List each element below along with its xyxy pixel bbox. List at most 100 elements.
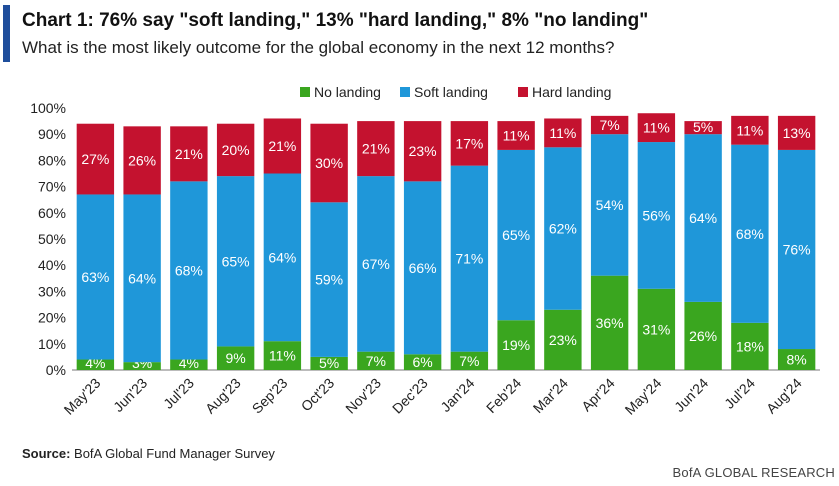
data-label: 11% <box>549 125 576 141</box>
data-label: 59% <box>315 272 343 288</box>
data-label: 11% <box>269 348 296 364</box>
bar-segment <box>357 351 395 370</box>
x-tick-label: Dec'23 <box>389 375 431 417</box>
legend-swatch <box>400 87 410 97</box>
data-label: 23% <box>549 332 577 348</box>
data-label: 65% <box>502 227 530 243</box>
bar-segment <box>637 113 676 143</box>
data-label: 68% <box>175 262 203 278</box>
bar-segment <box>76 194 115 360</box>
x-tick-label: Feb'24 <box>483 375 524 416</box>
title-accent-bar <box>3 5 10 62</box>
data-label: 7% <box>459 353 479 369</box>
bar-segment <box>263 341 302 370</box>
source-text: BofA Global Fund Manager Survey <box>74 446 275 461</box>
bar-segment <box>637 142 676 289</box>
bar-segment <box>310 356 348 370</box>
data-label: 30% <box>315 155 343 171</box>
x-tick-label: Apr'24 <box>578 375 618 415</box>
bar-segment <box>731 115 769 145</box>
legend-label: Hard landing <box>532 84 611 100</box>
data-label: 68% <box>736 226 764 242</box>
data-label: 54% <box>596 197 624 213</box>
data-label: 7% <box>366 353 386 369</box>
bar-segment <box>684 134 722 302</box>
bar-segment <box>777 349 816 370</box>
data-label: 64% <box>689 210 717 226</box>
bar-segment <box>497 149 535 321</box>
data-label: 5% <box>693 119 713 135</box>
x-tick-label: Aug'23 <box>202 375 244 417</box>
bar-segment <box>590 134 629 276</box>
y-tick-label: 30% <box>38 283 66 299</box>
data-label: 71% <box>455 251 483 267</box>
x-tick-label: May'23 <box>61 375 104 418</box>
data-label: 21% <box>362 141 390 157</box>
bar-segment <box>450 351 489 370</box>
bar-segment <box>497 320 535 370</box>
bar-segment <box>216 346 255 370</box>
bar-segment <box>684 301 722 370</box>
x-tick-label: Jul'24 <box>721 375 758 412</box>
bar-segment <box>590 115 629 135</box>
data-label: 17% <box>455 135 483 151</box>
data-label: 23% <box>409 143 437 159</box>
bar-segment <box>403 181 442 355</box>
data-label: 11% <box>736 122 763 138</box>
data-label: 65% <box>222 253 250 269</box>
x-tick-label: Oct'23 <box>298 375 338 415</box>
bar-segment <box>310 123 348 203</box>
data-label: 11% <box>503 128 530 144</box>
data-label: 64% <box>268 249 296 265</box>
data-label: 27% <box>81 151 109 167</box>
data-label: 66% <box>409 260 437 276</box>
x-tick-label: Nov'23 <box>342 375 384 417</box>
x-tick-label: Jan'24 <box>437 375 477 415</box>
brand-label: BofA GLOBAL RESEARCH <box>672 465 835 480</box>
legend-swatch <box>300 87 310 97</box>
bar-segment <box>497 121 535 150</box>
data-label: 5% <box>319 355 339 371</box>
bar-segment <box>544 118 582 148</box>
bar-segment <box>357 121 395 177</box>
x-tick-label: Aug'24 <box>763 375 805 417</box>
data-label: 7% <box>600 117 620 133</box>
bar-segment <box>637 288 676 370</box>
y-tick-label: 90% <box>38 126 66 142</box>
y-tick-label: 10% <box>38 336 66 352</box>
x-tick-label: May'24 <box>622 375 665 418</box>
y-tick-label: 0% <box>46 362 66 378</box>
data-label: 18% <box>736 338 764 354</box>
data-label: 63% <box>81 269 109 285</box>
bar-segment <box>450 165 489 352</box>
data-label: 9% <box>226 350 246 366</box>
x-tick-label: Jun'24 <box>671 375 711 415</box>
y-tick-label: 60% <box>38 205 66 221</box>
legend-label: Soft landing <box>414 84 488 100</box>
x-tick-label: Jul'23 <box>160 375 197 412</box>
legend-swatch <box>518 87 528 97</box>
x-tick-label: Mar'24 <box>530 375 571 416</box>
bar-segment <box>450 121 489 166</box>
y-tick-label: 50% <box>38 231 66 247</box>
bar-segment <box>263 173 302 342</box>
data-label: 31% <box>642 321 670 337</box>
bar-segment <box>123 362 161 370</box>
bar-segment <box>76 123 115 195</box>
bar-segment <box>216 176 255 347</box>
y-tick-label: 20% <box>38 310 66 326</box>
y-tick-label: 40% <box>38 257 66 273</box>
x-tick-label: Jun'23 <box>110 375 150 415</box>
bar-segment <box>263 118 302 174</box>
bar-segment <box>123 126 161 195</box>
data-label: 62% <box>549 221 577 237</box>
source-note: Source: BofA Global Fund Manager Survey <box>22 446 275 461</box>
data-label: 36% <box>596 315 624 331</box>
stacked-bar-chart: 0%10%20%30%40%50%60%70%80%90%100%4%63%27… <box>30 84 820 418</box>
bar-segment <box>731 144 769 323</box>
data-label: 26% <box>689 328 717 344</box>
bar-segment <box>544 309 582 370</box>
bar-segment <box>170 359 208 370</box>
bar-segment <box>731 322 769 370</box>
bar-segment <box>170 126 208 182</box>
